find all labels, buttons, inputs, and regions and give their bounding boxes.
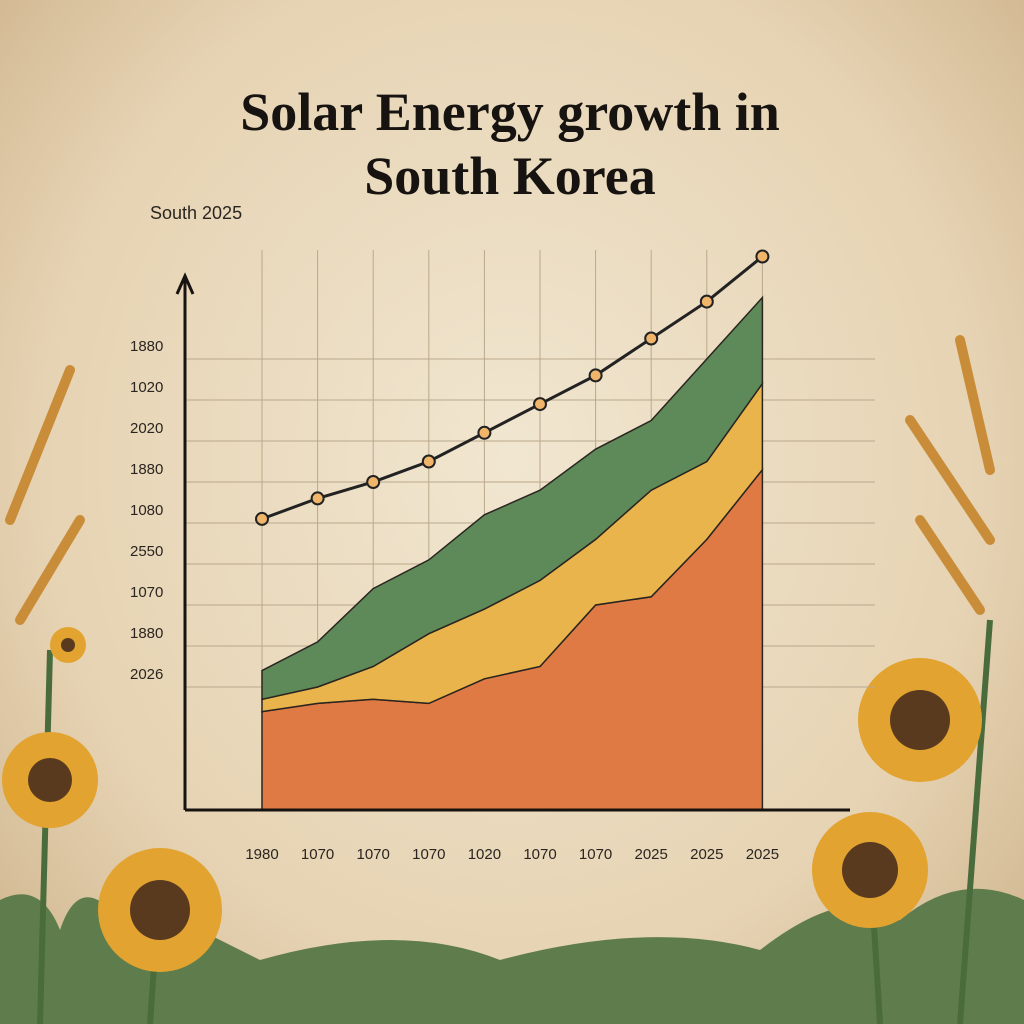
y-tick-label: 1880 (130, 461, 163, 478)
line-marker (644, 331, 659, 346)
line-marker (310, 491, 325, 506)
x-tick-label: 1070 (301, 846, 334, 863)
x-tick-label: 1070 (579, 846, 612, 863)
x-tick-label: 1070 (412, 846, 445, 863)
line-marker (533, 397, 547, 412)
line (261, 255, 764, 521)
annotation: South 2025 (150, 203, 242, 223)
line-marker (588, 368, 603, 383)
line-marker (477, 425, 492, 440)
line-marker (255, 511, 269, 526)
y-tick-label: 2550 (130, 543, 163, 560)
y-tick-label: 1070 (130, 584, 163, 601)
x-tick-label: 2025 (635, 846, 668, 863)
decoration (0, 335, 1024, 1024)
line-marker (699, 294, 714, 309)
y-axis (175, 272, 195, 810)
y-tick-label: 1880 (130, 625, 163, 642)
x-tick-label: 1070 (357, 846, 390, 863)
x-tick-label: 2025 (690, 846, 723, 863)
x-tick-label: 1070 (523, 846, 556, 863)
line-marker (755, 249, 770, 264)
x-tick-label: 1020 (468, 846, 501, 863)
y-tick-label: 1880 (130, 338, 163, 355)
y-tick-label: 1080 (130, 502, 163, 519)
y-tick-label: 1020 (130, 379, 163, 396)
x-tick-label: 1980 (245, 846, 278, 863)
line-marker (366, 475, 381, 489)
y-tick-label: 2026 (130, 666, 163, 683)
chart-title: Solar Energy growth in South Korea (240, 82, 780, 206)
area (261, 295, 764, 701)
line-marker (421, 454, 436, 469)
x-tick-label: 2025 (746, 846, 779, 863)
plot: 2026 1880 1070 2550 1080 1880 2020 1020 1880 1980… (130, 249, 875, 863)
y-tick-label: 2020 (130, 420, 163, 437)
